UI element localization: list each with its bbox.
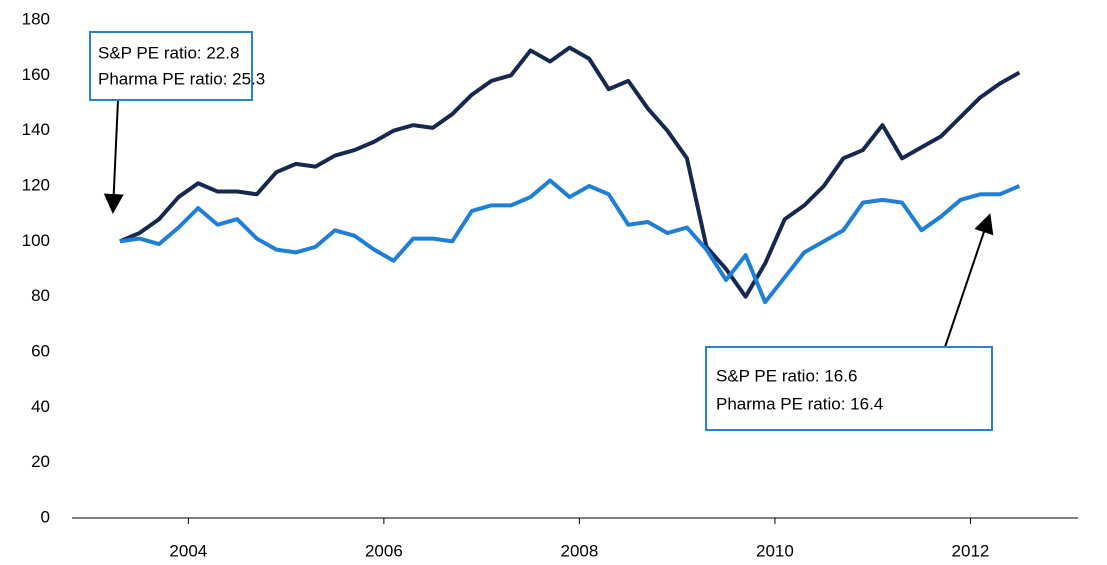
y-tick-label: 60 (31, 341, 50, 360)
annotation-text: S&P PE ratio: 22.8 (98, 43, 239, 62)
line-series (119, 45, 1021, 299)
x-tick-label: 2006 (365, 541, 403, 560)
y-tick-label: 80 (31, 286, 50, 305)
line-series (119, 178, 1021, 305)
x-tick-label: 2004 (169, 541, 207, 560)
y-tick-label: 20 (31, 452, 50, 471)
y-tick-label: 100 (22, 231, 50, 250)
y-tick-label: 120 (22, 175, 50, 194)
annotation-box (89, 31, 253, 101)
x-tick-label: 2010 (756, 541, 794, 560)
plot-area: 0 20 40 60 80 100 120 140 160 180 2004 2006 2008 2010… (22, 9, 1078, 560)
annotation-text: S&P PE ratio: 16.6 (716, 366, 857, 385)
arrow (944, 213, 994, 348)
annotation-box (705, 346, 993, 431)
y-tick-label: 40 (31, 397, 50, 416)
y-tick-label: 160 (22, 65, 50, 84)
x-tick-label: 2012 (952, 541, 990, 560)
annotation-text: Pharma PE ratio: 16.4 (716, 394, 883, 413)
arrow (103, 99, 124, 214)
annotation-text: Pharma PE ratio: 25.3 (98, 69, 265, 88)
x-tick-label: 2008 (560, 541, 598, 560)
y-tick-label: 180 (22, 9, 50, 28)
y-tick-label: 0 (41, 507, 50, 526)
y-tick-label: 140 (22, 120, 50, 139)
